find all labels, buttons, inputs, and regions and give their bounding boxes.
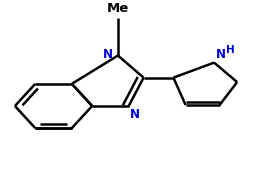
Text: N: N bbox=[103, 48, 113, 61]
Text: H: H bbox=[226, 45, 235, 55]
Text: Me: Me bbox=[107, 2, 129, 15]
Text: N: N bbox=[215, 48, 225, 61]
Text: N: N bbox=[130, 108, 140, 121]
